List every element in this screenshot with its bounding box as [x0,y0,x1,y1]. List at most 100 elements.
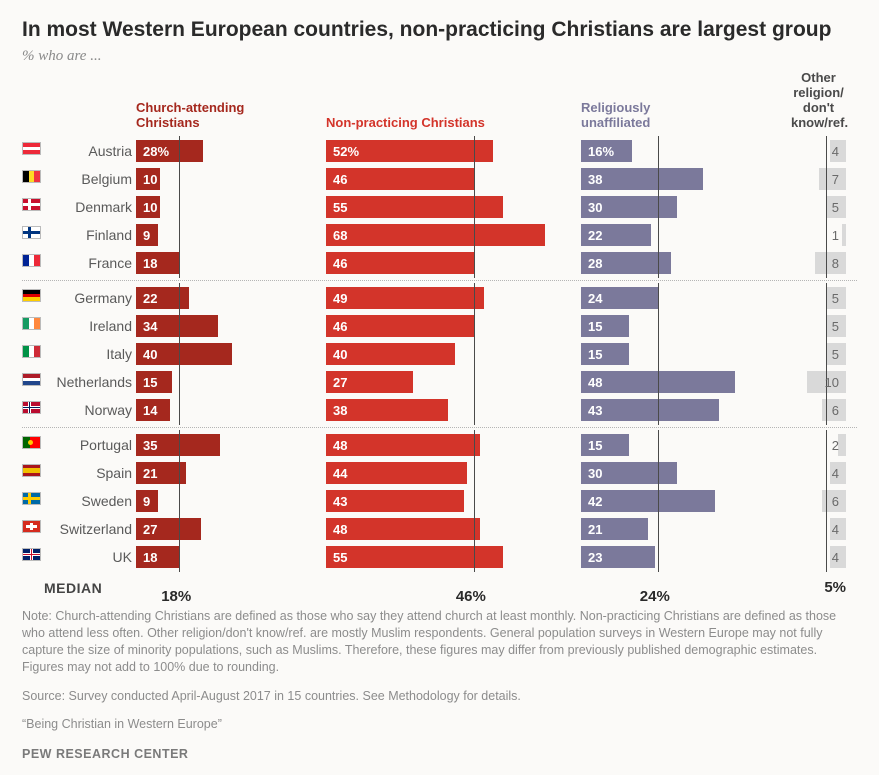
bar-value-c: 24 [581,291,602,306]
bar-cell-c: 48 [581,371,741,393]
bar-c: 30 [581,462,677,484]
flag-se [22,492,44,510]
bar-cell-b: 48 [326,434,551,456]
bar-value-a: 22 [136,291,157,306]
median-line-c [658,164,659,194]
data-row: Netherlands 15 27 48 10 [22,368,857,396]
bar-value-d: 5 [791,287,846,309]
bar-value-a: 15 [136,375,157,390]
bar-value-a: 18 [136,256,157,271]
median-line-c [658,311,659,341]
bar-value-c: 22 [581,228,602,243]
bar-a: 9 [136,490,158,512]
bar-value-d: 5 [791,315,846,337]
median-line-c [658,430,659,460]
flag-it [22,345,44,363]
median-line-a [179,458,180,488]
bar-cell-d: 10 [791,371,846,393]
bar-value-a: 10 [136,200,157,215]
chart-report: “Being Christian in Western Europe” [22,716,857,733]
bar-value-c: 38 [581,172,602,187]
flag-fr [22,254,44,272]
median-line-a [179,395,180,425]
median-line-c [658,514,659,544]
bar-value-d: 8 [791,252,846,274]
data-row: Belgium 10 46 38 7 [22,165,857,193]
bar-value-b: 48 [326,438,347,453]
bar-cell-b: 40 [326,343,551,365]
median-line-c [658,136,659,166]
bar-cell-b: 46 [326,168,551,190]
median-line-c [658,220,659,250]
bar-cell-a: 34 [136,315,256,337]
country-label: Denmark [44,199,136,215]
bar-value-d: 6 [791,399,846,421]
bar-cell-b: 27 [326,371,551,393]
bar-b: 48 [326,434,480,456]
bar-b: 38 [326,399,448,421]
median-line-a [179,311,180,341]
median-row: MEDIAN 18% 46% 24% 5% [22,579,857,596]
bar-a: 27 [136,518,201,540]
bar-value-c: 16% [581,144,614,159]
bar-c: 23 [581,546,655,568]
median-line-b [474,395,475,425]
bar-cell-d: 6 [791,399,846,421]
bar-a: 22 [136,287,189,309]
median-line-c [658,248,659,278]
flag-ie [22,317,44,335]
bar-b: 46 [326,315,474,337]
data-row: Ireland 34 46 15 5 [22,312,857,340]
median-line-c [658,542,659,572]
bar-cell-b: 49 [326,287,551,309]
bar-a: 28% [136,140,203,162]
bar-b: 27 [326,371,413,393]
bar-cell-d: 7 [791,168,846,190]
median-line-b [474,339,475,369]
bar-value-b: 40 [326,347,347,362]
bar-cell-d: 2 [791,434,846,456]
bar-value-c: 30 [581,466,602,481]
bar-value-a: 28% [136,144,169,159]
bar-cell-c: 16% [581,140,741,162]
bar-cell-d: 5 [791,196,846,218]
bar-value-d: 4 [791,546,846,568]
country-label: Portugal [44,437,136,453]
country-label: UK [44,549,136,565]
bar-cell-b: 68 [326,224,551,246]
data-row: Finland 9 68 22 1 [22,221,857,249]
bar-cell-d: 4 [791,462,846,484]
bar-cell-a: 9 [136,224,256,246]
median-line-a [179,220,180,250]
bar-cell-a: 10 [136,168,256,190]
bar-value-c: 42 [581,494,602,509]
bar-b: 46 [326,168,474,190]
bar-value-d: 2 [791,434,846,456]
bar-value-c: 48 [581,375,602,390]
median-line-a [179,339,180,369]
bar-value-c: 15 [581,347,602,362]
bar-c: 22 [581,224,651,246]
bar-value-b: 55 [326,550,347,565]
country-label: Switzerland [44,521,136,537]
bar-c: 15 [581,434,629,456]
bar-value-b: 44 [326,466,347,481]
bar-value-a: 27 [136,522,157,537]
group-separator [22,280,857,281]
bar-a: 40 [136,343,232,365]
median-line-b [474,283,475,313]
country-label: Spain [44,465,136,481]
bar-cell-d: 1 [791,224,846,246]
median-line-c [658,486,659,516]
bar-cell-a: 27 [136,518,256,540]
data-row: UK 18 55 23 4 [22,543,857,571]
bar-cell-d: 5 [791,315,846,337]
bar-b: 40 [326,343,455,365]
flag-dk [22,198,44,216]
bar-cell-c: 15 [581,343,741,365]
bar-value-a: 35 [136,438,157,453]
data-row: Italy 40 40 15 5 [22,340,857,368]
bar-a: 10 [136,168,160,190]
bar-c: 43 [581,399,719,421]
bar-value-d: 6 [791,490,846,512]
